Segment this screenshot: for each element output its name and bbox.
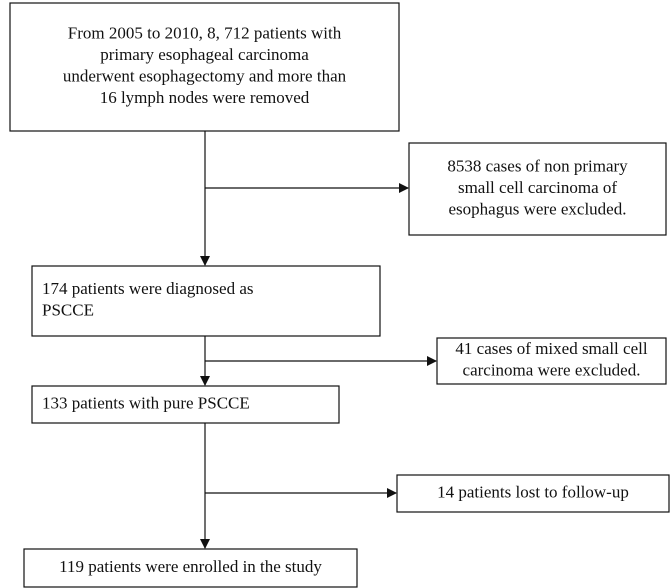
box-text: 8538 cases of non primary: [447, 156, 628, 175]
box-text: underwent esophagectomy and more than: [63, 67, 347, 86]
box: [436, 337, 667, 385]
box-text: 14 patients lost to follow-up: [437, 482, 629, 501]
box-text: small cell carcinoma of: [458, 178, 617, 197]
box-text: carcinoma were excluded.: [463, 361, 641, 380]
box-text: PSCCE: [42, 301, 94, 320]
box-text: 174 patients were diagnosed as: [42, 279, 254, 298]
box: [23, 548, 358, 588]
box-text: From 2005 to 2010, 8, 712 patients with: [68, 24, 342, 43]
box: [31, 265, 381, 337]
box-text: esophagus were excluded.: [449, 199, 627, 218]
box: [9, 2, 400, 132]
box: [396, 474, 670, 513]
box-text: primary esophageal carcinoma: [100, 45, 309, 64]
box-text: 41 cases of mixed small cell: [455, 339, 647, 358]
box: [408, 142, 667, 236]
boxes: From 2005 to 2010, 8, 712 patients with p…: [9, 2, 670, 588]
box-text: 16 lymph nodes were removed: [100, 88, 310, 107]
connectors: [200, 131, 437, 549]
box-text: 119 patients were enrolled in the study: [59, 557, 322, 576]
box: [31, 385, 340, 424]
box-text: 133 patients with pure PSCCE: [42, 393, 250, 412]
